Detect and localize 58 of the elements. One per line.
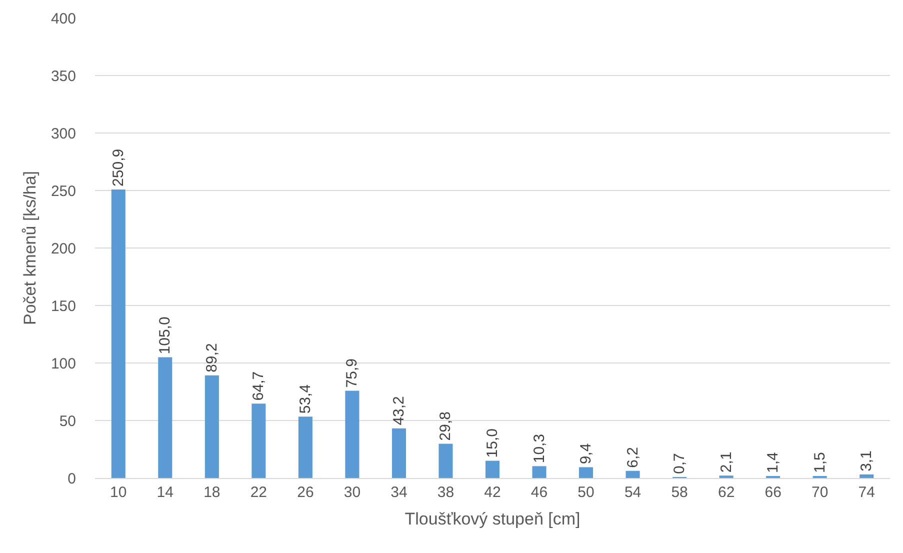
x-tick-label: 66	[764, 484, 782, 501]
data-label: 1,4	[764, 452, 782, 473]
data-label: 10,3	[530, 434, 548, 464]
bar	[532, 466, 546, 478]
bar	[626, 470, 640, 478]
y-axis-title: Počet kmenů [ks/ha]	[20, 170, 40, 326]
x-tick-label: 74	[858, 484, 875, 501]
y-tick-label: 150	[50, 298, 76, 315]
x-tick-label: 34	[390, 484, 408, 501]
bar	[392, 428, 406, 478]
x-tick-label: 14	[156, 484, 174, 501]
bar	[345, 390, 360, 478]
data-label: 89,2	[203, 343, 220, 372]
x-tick-label: 30	[344, 484, 361, 501]
bar	[860, 474, 874, 478]
data-label: 75,9	[344, 358, 361, 388]
bar	[252, 404, 266, 478]
data-label: 64,7	[250, 371, 268, 401]
y-tick-label: 400	[50, 10, 76, 28]
y-tick-label: 350	[50, 68, 76, 85]
x-tick-label: 22	[250, 484, 268, 501]
data-label: 15,0	[484, 428, 501, 458]
x-tick-label: 18	[204, 484, 220, 501]
x-tick-label: 10	[110, 484, 127, 501]
x-tick-label: 42	[484, 484, 501, 501]
bar	[485, 460, 500, 478]
y-tick-label: 100	[50, 355, 76, 372]
bar	[111, 189, 126, 478]
bar	[438, 444, 453, 478]
x-axis-title: Tloušťkový stupeň [cm]	[404, 509, 580, 528]
data-label: 250,9	[110, 148, 127, 186]
bar	[298, 416, 312, 478]
x-tick-label: 62	[718, 484, 735, 501]
data-label: 2,1	[718, 452, 735, 473]
data-label: 0,7	[671, 453, 688, 474]
x-tick-label: 58	[671, 484, 688, 501]
data-label: 1,5	[811, 452, 828, 473]
data-label: 43,2	[390, 396, 408, 426]
data-label: 9,4	[578, 443, 595, 464]
x-tick-label: 38	[437, 484, 454, 501]
bar	[158, 357, 172, 478]
data-label: 105,0	[156, 316, 174, 354]
y-tick-label: 300	[50, 125, 76, 142]
y-tick-label: 0	[68, 470, 76, 488]
data-label: 6,2	[624, 447, 642, 468]
x-tick-label: 46	[530, 484, 548, 501]
data-label: 29,8	[437, 412, 454, 441]
x-tick-label: 26	[297, 484, 314, 501]
y-tick-label: 200	[50, 240, 76, 258]
y-tick-label: 250	[50, 182, 76, 200]
x-tick-label: 54	[624, 484, 642, 501]
x-tick-label: 50	[578, 484, 594, 501]
bar	[579, 467, 594, 478]
data-label: 53,4	[296, 384, 314, 414]
y-tick-label: 50	[59, 412, 76, 430]
data-label: 3,1	[858, 450, 876, 472]
bar	[204, 375, 219, 478]
x-tick-label: 70	[812, 484, 828, 501]
